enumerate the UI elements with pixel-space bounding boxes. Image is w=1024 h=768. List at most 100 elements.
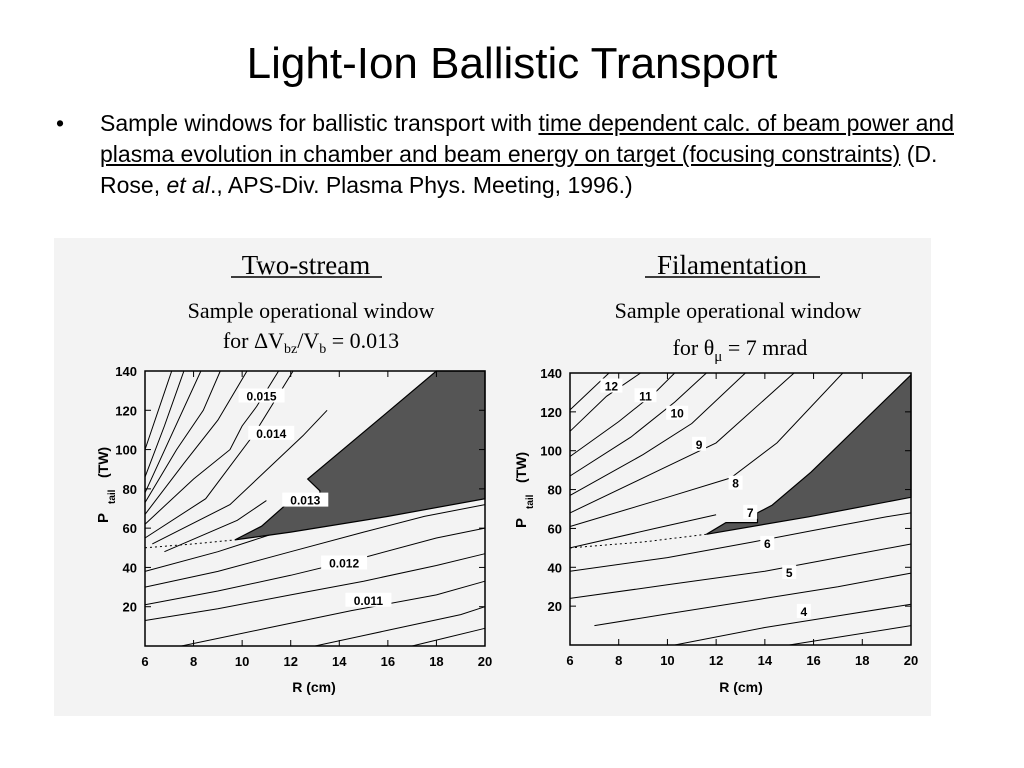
chart2-ytick-label-80: 80 <box>548 483 562 498</box>
chart2-xtick-label-14: 14 <box>758 653 773 668</box>
scanned-figure <box>54 238 931 716</box>
chart2-contour-line-12 <box>674 603 912 646</box>
chart2-ylabel-unit: (TW) <box>513 452 529 483</box>
chart2-ytick-label-120: 120 <box>540 405 562 420</box>
chart2-contour-line-10 <box>569 543 912 599</box>
chart1-contour-label-1: 0.015 <box>247 390 277 404</box>
chart1-contour-label-2: 0.014 <box>256 427 286 441</box>
chart1-plot-frame <box>144 370 486 647</box>
chart1-xtick-label-18: 18 <box>429 654 443 669</box>
chart2-contour-label-bg-7 <box>760 535 775 550</box>
chart1-contour-line-3 <box>144 370 202 494</box>
chart2-ytick-label-20: 20 <box>548 599 562 614</box>
chart1-ytick-label-80: 80 <box>123 482 137 497</box>
chart2-contour-label-9: 4 <box>800 605 807 619</box>
chart2-contour-label-bg-4 <box>692 436 707 451</box>
chart1-contour-label-bg-5 <box>345 592 392 607</box>
chart2-contour-line-2 <box>569 372 641 432</box>
chart-two-stream: Two-stream Sample operational window for… <box>95 250 492 695</box>
chart1-ylabel-sub: tail <box>107 489 118 504</box>
chart1-xtick-label-12: 12 <box>283 654 297 669</box>
chart2-subtitle-for: for θ <box>673 335 715 360</box>
chart1-plot: 6 8 10 12 14 16 18 20 20 40 60 80 100 120 140 0.015 0.01… <box>115 364 492 669</box>
chart1-xtick-label-10: 10 <box>235 654 249 669</box>
chart2-xlabel: R (cm) <box>719 679 763 695</box>
chart2-contour-line-5 <box>569 372 746 496</box>
chart1-xtick-label-20: 20 <box>478 654 492 669</box>
chart2-contour-label-1: 12 <box>605 380 619 394</box>
chart2-plot: 6 8 10 12 14 16 18 20 20 40 60 80 100 120 140 12 11 10 9 8 7… <box>540 366 918 668</box>
chart1-contour-line-9 <box>164 500 267 553</box>
chart1-subtitle-line2: for ΔVbz/Vb = 0.013 <box>223 328 399 357</box>
chart1-ytick-label-60: 60 <box>123 521 137 536</box>
chart2-contour-label-3: 10 <box>670 407 684 421</box>
chart1-ylabel: P tail (TW) <box>95 447 118 523</box>
chart2-contour-line-8 <box>569 514 717 549</box>
chart2-ytick-label-140: 140 <box>540 366 562 381</box>
chart2-contour-label-8: 5 <box>786 566 793 580</box>
chart1-subtitle-line1: Sample operational window <box>188 298 435 323</box>
chart1-contour-line-5 <box>144 370 248 515</box>
chart2-plot-frame <box>569 372 912 646</box>
chart2-ylabel: P tail (TW) <box>513 452 536 528</box>
chart2-xtick-label-10: 10 <box>660 653 674 668</box>
chart1-contour-line-1 <box>144 370 173 450</box>
chart2-xtick-label-16: 16 <box>806 653 820 668</box>
chart1-dashed-boundary <box>144 539 235 549</box>
chart1-contour-line-8 <box>152 409 328 545</box>
chart1-contour-line-14 <box>181 580 486 647</box>
chart2-ytick-label-100: 100 <box>540 444 562 459</box>
bullet-text-et-al: et al <box>166 172 210 198</box>
chart2-contour-label-bg-1 <box>600 378 623 393</box>
chart1-xtick-label-6: 6 <box>141 654 148 669</box>
chart2-ytick-label-40: 40 <box>548 560 562 575</box>
chart2-contour-line-9 <box>569 512 912 572</box>
chart1-contour-line-13 <box>144 553 486 621</box>
chart2-xtick-label-6: 6 <box>566 653 573 668</box>
chart2-contour-line-13 <box>789 625 912 646</box>
chart2-contour-line-6 <box>569 372 795 514</box>
chart2-contour-label-bg-5 <box>728 475 743 490</box>
chart2-contour-line-11 <box>594 572 912 627</box>
chart2-contour-label-bg-8 <box>782 565 797 580</box>
chart1-subtitle-for: for ΔV <box>223 328 284 353</box>
chart1-subtitle-end: = 0.013 <box>326 328 399 353</box>
chart2-ylabel-main: P <box>513 518 530 528</box>
chart1-subtitle-sub2: b <box>319 342 326 357</box>
chart2-contour-label-6: 7 <box>747 506 754 520</box>
bullet-marker: • <box>56 110 65 136</box>
bullet-text-citation-end: ., APS-Div. Plasma Phys. Meeting, 1996.) <box>209 172 633 198</box>
chart2-contour-line-3 <box>569 372 676 457</box>
chart1-ytick-label-40: 40 <box>123 560 137 575</box>
chart1-contour-label-3: 0.013 <box>290 494 320 508</box>
chart2-xtick-label-20: 20 <box>904 653 918 668</box>
chart2-contour-line-4 <box>569 372 707 477</box>
chart1-ytick-label-120: 120 <box>115 403 137 418</box>
chart2-subtitle-sub1: μ <box>714 349 722 365</box>
chart1-ylabel-main: P <box>95 513 112 523</box>
chart1-contour-line-2 <box>144 370 185 478</box>
chart1-contour-line-11 <box>144 504 486 588</box>
chart1-contour-label-bg-3 <box>282 492 329 507</box>
chart1-ytick-label-100: 100 <box>115 443 137 458</box>
chart2-contour-label-bg-3 <box>666 405 689 420</box>
chart2-subtitle-line1: Sample operational window <box>615 298 862 323</box>
chart2-xtick-label-12: 12 <box>709 653 723 668</box>
chart1-xtick-label-16: 16 <box>381 654 395 669</box>
chart1-ytick-label-20: 20 <box>123 600 137 615</box>
chart2-xtick-label-18: 18 <box>855 653 869 668</box>
chart2-contour-label-5: 8 <box>732 477 739 491</box>
chart1-contour-label-bg-4 <box>321 555 368 570</box>
chart2-contour-label-bg-2 <box>634 388 657 403</box>
bullet-text-citation-start: (D. Rose, <box>100 141 938 198</box>
chart1-xlabel: R (cm) <box>292 679 336 695</box>
bullet-text-intro: Sample windows for ballistic transport w… <box>100 110 539 136</box>
chart2-ylabel-sub: tail <box>525 494 536 509</box>
chart2-subtitle-end: = 7 mrad <box>722 335 807 360</box>
chart1-subtitle-sub1: bz <box>284 342 297 357</box>
chart1-contour-line-15 <box>314 606 486 647</box>
chart2-ytick-label-60: 60 <box>548 521 562 536</box>
chart-filamentation: Filamentation Sample operational window … <box>513 250 918 695</box>
chart2-contour-label-bg-6 <box>743 504 758 519</box>
chart2-xtick-label-8: 8 <box>615 653 622 668</box>
